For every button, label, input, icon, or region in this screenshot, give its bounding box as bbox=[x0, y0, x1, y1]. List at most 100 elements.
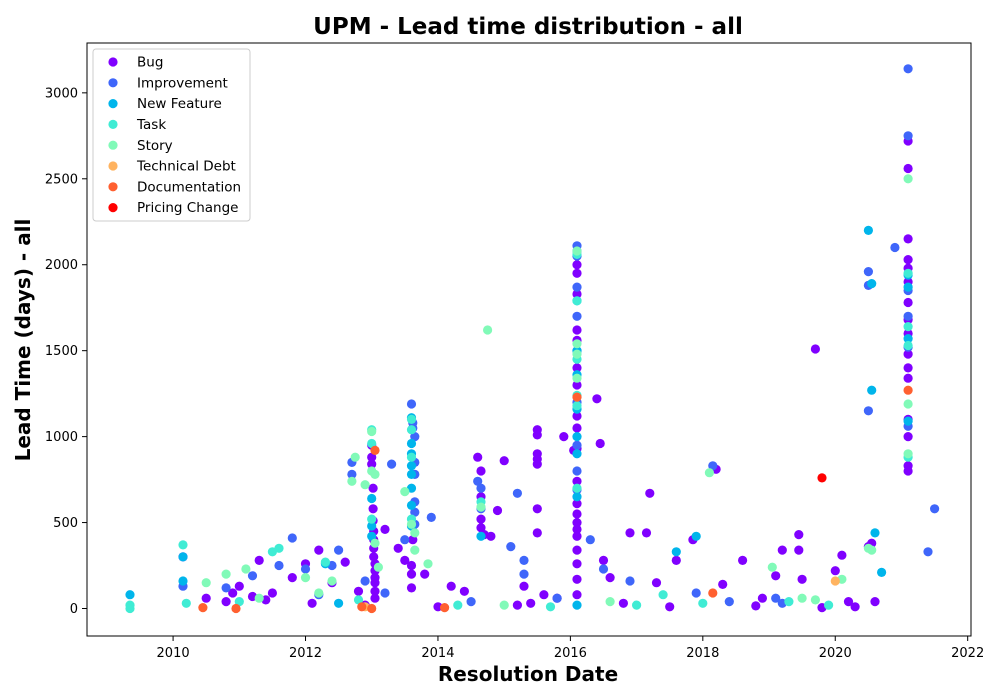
point-story bbox=[373, 562, 383, 572]
point-improvement bbox=[724, 597, 734, 607]
legend-marker bbox=[108, 140, 118, 150]
point-task bbox=[406, 452, 417, 462]
point-bug bbox=[572, 268, 582, 278]
point-improvement bbox=[247, 571, 258, 581]
point-bug bbox=[572, 423, 582, 433]
legend-label: Task bbox=[136, 117, 166, 133]
point-bug bbox=[221, 597, 231, 607]
point-documentation bbox=[357, 602, 367, 612]
x-tick-label: 2016 bbox=[554, 646, 587, 661]
point-bug bbox=[572, 289, 582, 299]
point-improvement bbox=[410, 507, 420, 517]
point-improvement bbox=[519, 569, 529, 579]
legend-marker bbox=[108, 99, 118, 109]
x-tick-label: 2020 bbox=[819, 646, 852, 661]
point-story bbox=[327, 576, 337, 586]
point-bug bbox=[486, 531, 496, 541]
point-new-feature bbox=[572, 492, 582, 502]
point-bug bbox=[777, 545, 787, 555]
legend-marker bbox=[108, 78, 118, 88]
point-task bbox=[572, 483, 582, 493]
point-task bbox=[545, 602, 556, 612]
point-bug bbox=[367, 459, 377, 469]
point-bug bbox=[605, 573, 615, 583]
point-story bbox=[400, 487, 410, 497]
point-bug bbox=[459, 586, 469, 596]
point-task bbox=[125, 603, 135, 614]
point-bug bbox=[532, 528, 542, 538]
point-bug bbox=[406, 569, 417, 579]
point-bug bbox=[738, 555, 748, 566]
point-bug bbox=[254, 555, 264, 566]
point-improvement bbox=[506, 542, 516, 552]
point-bug bbox=[572, 325, 582, 335]
point-story bbox=[903, 399, 913, 409]
point-bug bbox=[201, 593, 211, 603]
point-bug bbox=[476, 523, 486, 533]
point-improvement bbox=[347, 469, 357, 479]
y-tick-label: 3000 bbox=[45, 86, 78, 101]
point-story bbox=[572, 349, 582, 359]
point-improvement bbox=[691, 588, 701, 598]
point-documentation bbox=[231, 603, 241, 614]
legend-label: Technical Debt bbox=[136, 159, 236, 175]
point-bug bbox=[572, 260, 582, 270]
point-task bbox=[353, 595, 364, 605]
point-story bbox=[241, 564, 251, 574]
point-bug bbox=[903, 163, 913, 174]
legend: Bug Improvement New Feature Task Story Techni… bbox=[92, 48, 251, 222]
point-bug bbox=[340, 557, 350, 567]
points-layer bbox=[125, 64, 940, 614]
point-story bbox=[572, 339, 582, 349]
point-improvement bbox=[287, 533, 297, 543]
point-story bbox=[605, 597, 615, 607]
point-bug bbox=[794, 530, 804, 540]
point-story bbox=[903, 449, 913, 459]
point-bug bbox=[539, 590, 549, 600]
point-bug bbox=[572, 363, 582, 373]
legend-label: New Feature bbox=[137, 96, 222, 112]
y-tick-label: 1000 bbox=[45, 430, 78, 445]
point-story bbox=[370, 469, 380, 479]
point-story bbox=[201, 578, 211, 588]
point-story bbox=[410, 545, 420, 555]
point-improvement bbox=[334, 545, 344, 555]
point-new-feature bbox=[572, 449, 582, 459]
point-documentation bbox=[903, 385, 913, 395]
point-improvement bbox=[572, 282, 582, 292]
point-new-feature bbox=[367, 531, 377, 541]
point-task bbox=[658, 590, 668, 600]
legend-marker bbox=[108, 161, 118, 171]
point-bug bbox=[572, 545, 582, 555]
point-new-feature bbox=[406, 461, 417, 471]
point-task bbox=[181, 598, 191, 608]
point-bug bbox=[368, 483, 378, 493]
point-bug bbox=[368, 504, 378, 514]
point-bug bbox=[370, 593, 380, 603]
point-new-feature bbox=[406, 438, 417, 449]
point-new-feature bbox=[903, 334, 913, 344]
legend-label: Bug bbox=[137, 55, 163, 71]
point-task bbox=[784, 597, 794, 607]
y-tick-label: 500 bbox=[53, 516, 78, 531]
point-improvement bbox=[426, 512, 436, 523]
point-story bbox=[499, 600, 509, 610]
point-new-feature bbox=[476, 531, 486, 541]
point-bug bbox=[314, 545, 324, 555]
point-improvement bbox=[300, 564, 311, 574]
point-bug bbox=[850, 602, 860, 612]
legend-label: Story bbox=[137, 138, 173, 154]
point-bug bbox=[572, 476, 582, 486]
x-tick-label: 2014 bbox=[421, 646, 454, 661]
point-task bbox=[698, 598, 708, 608]
point-improvement bbox=[552, 593, 562, 603]
point-improvement bbox=[519, 555, 529, 566]
point-story bbox=[767, 562, 777, 572]
point-bug bbox=[532, 459, 542, 469]
point-task bbox=[453, 600, 463, 610]
point-story bbox=[704, 468, 715, 478]
point-bug bbox=[400, 555, 410, 566]
point-new-feature bbox=[367, 493, 377, 504]
